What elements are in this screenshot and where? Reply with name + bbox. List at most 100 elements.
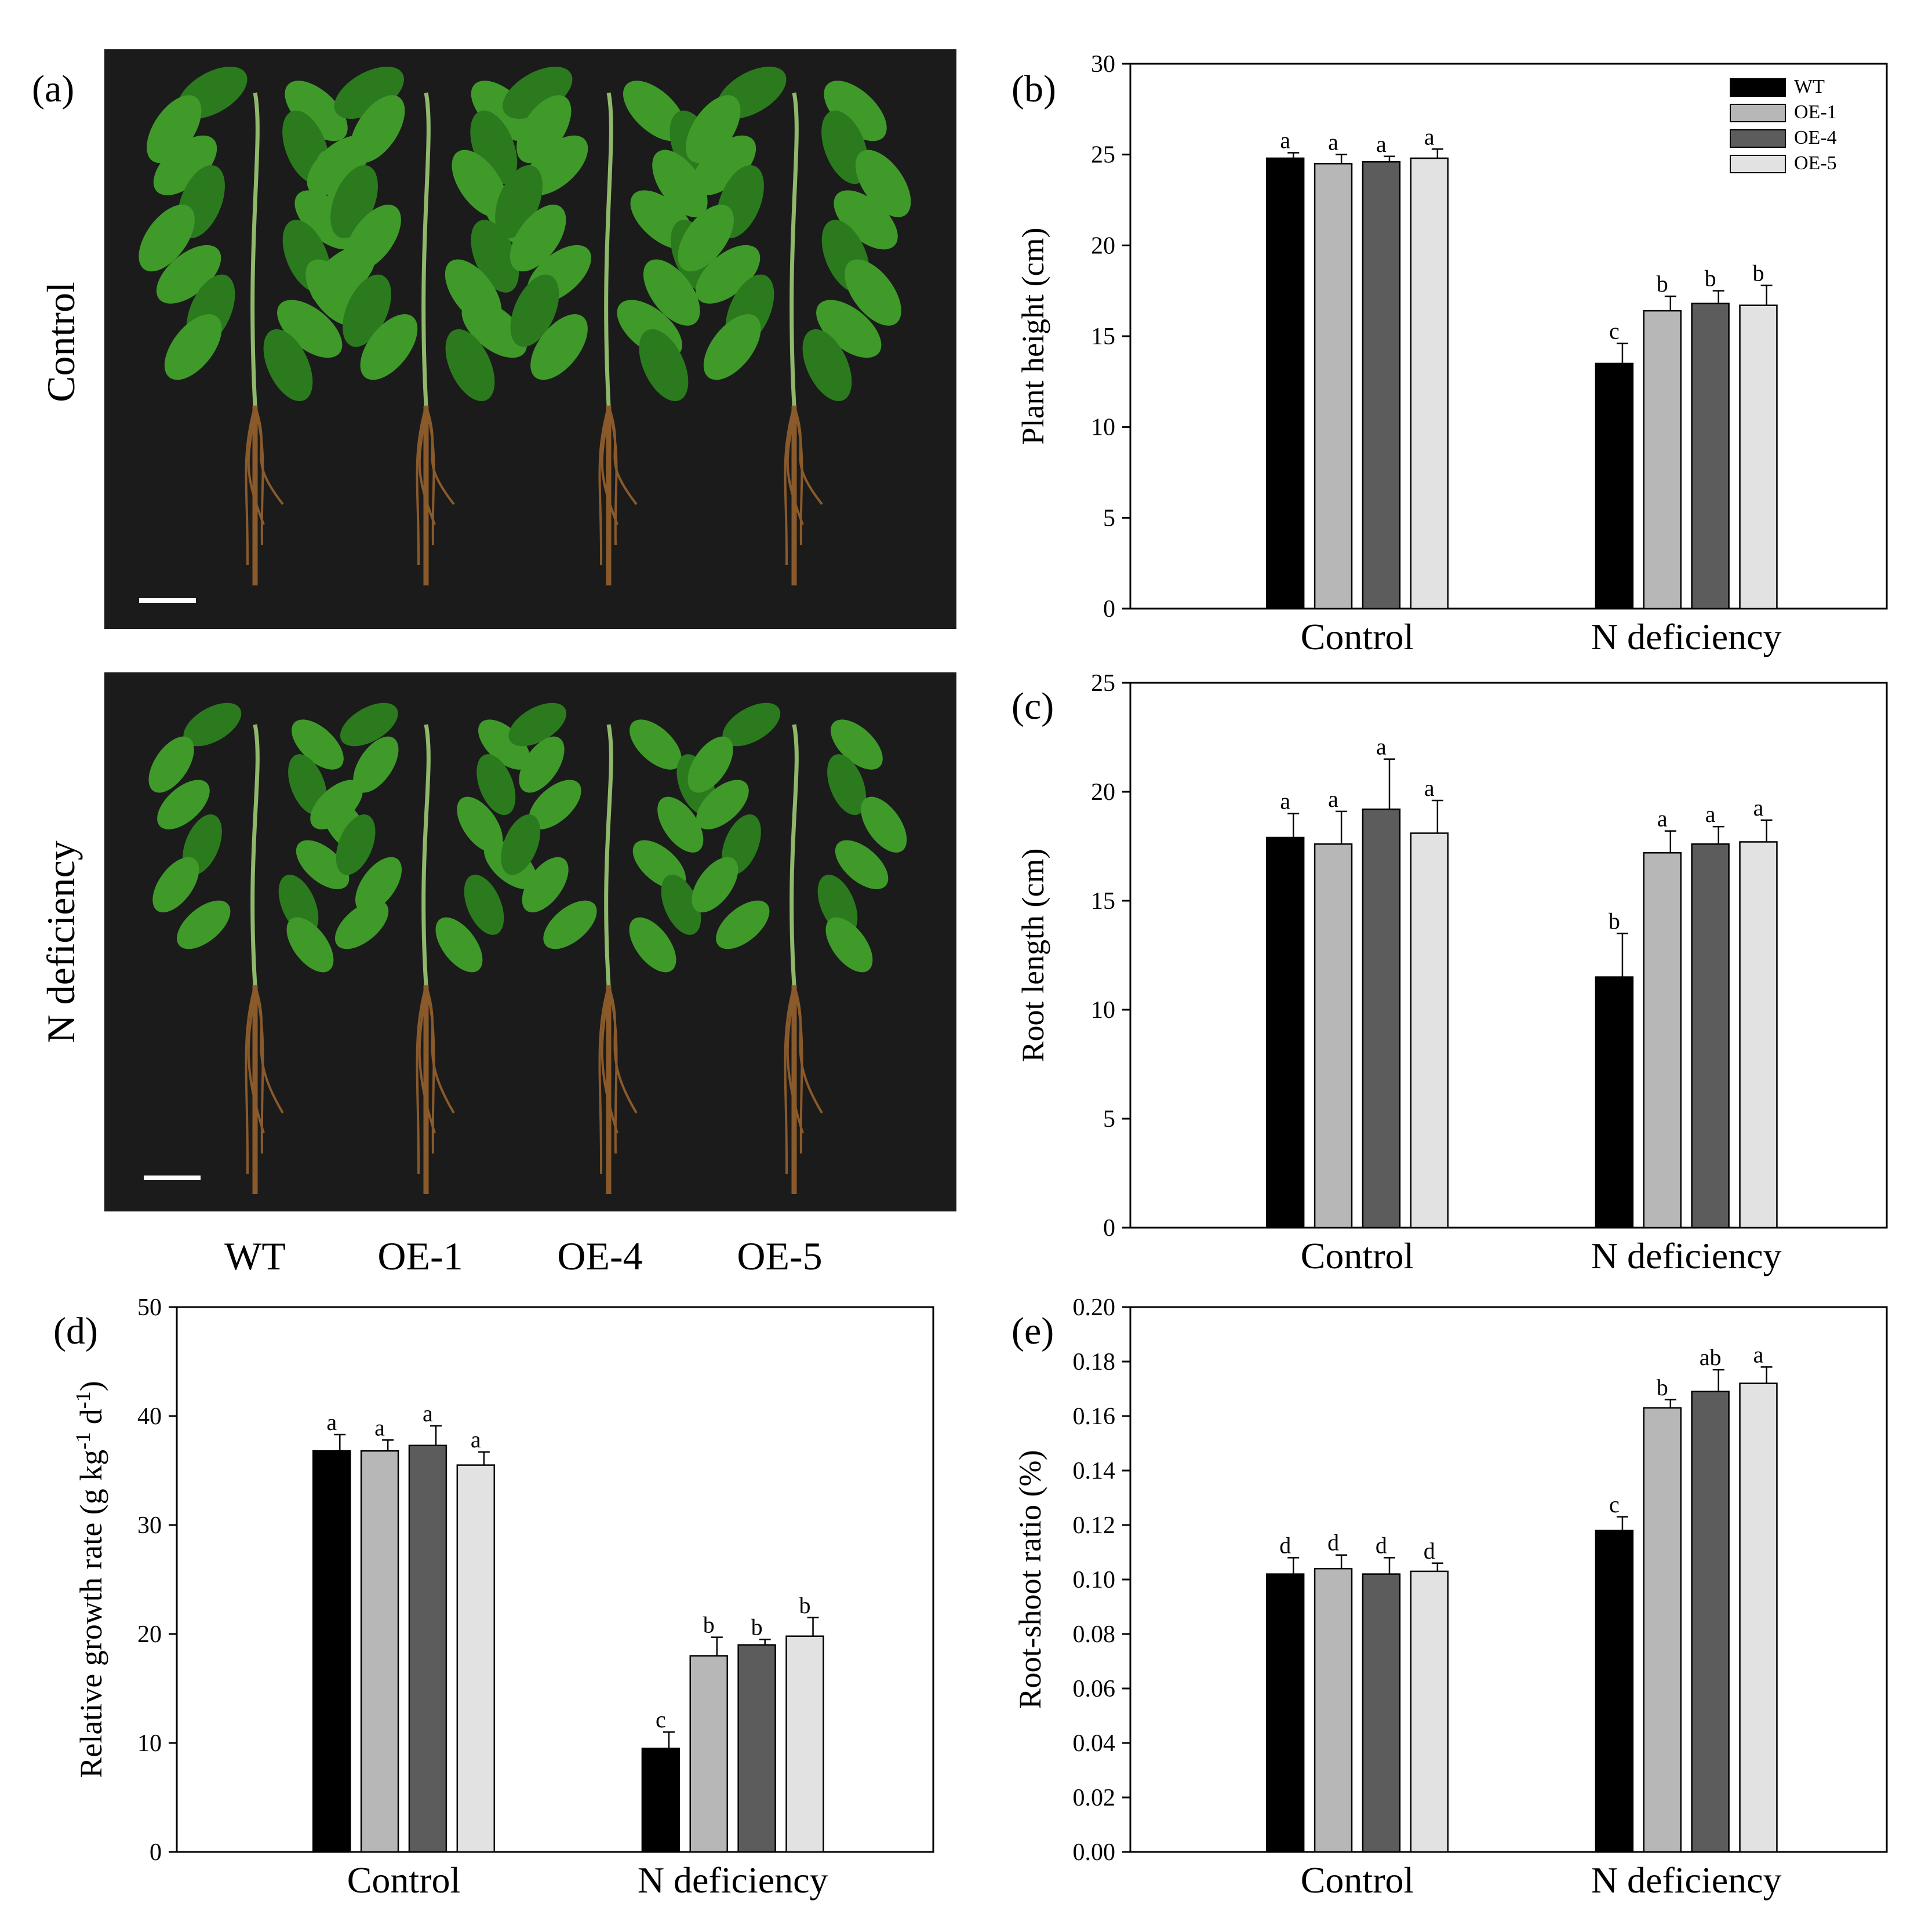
leaf [334,900,389,949]
genotype-label-wt: WT [224,1234,286,1278]
y-tick-label: 30 [1091,51,1115,78]
panel-label: (e) [1012,1310,1054,1352]
y-tick-label: 40 [137,1403,162,1430]
bar [1362,1573,1401,1853]
significance-letter: a [1424,775,1435,801]
root [601,405,618,525]
significance-letter: b [703,1612,715,1638]
row-label-control: Control [39,282,83,402]
root [247,985,265,1134]
panel-label: (d) [53,1310,98,1352]
leaf [471,81,534,141]
bar [1739,841,1778,1229]
significance-letter: d [1279,1532,1291,1558]
bar [1739,304,1778,610]
plant-illustration [687,703,907,1194]
leaf [817,874,858,935]
significance-letter: b [799,1592,810,1618]
legend-label: OE-4 [1794,127,1837,148]
bar [408,1444,447,1853]
bar [1362,808,1401,1229]
y-tick-label: 0.14 [1073,1458,1116,1484]
y-tick-label: 10 [137,1730,162,1757]
root [245,985,256,1174]
leaf [277,300,343,358]
significance-letter: a [1753,795,1764,821]
y-tick-label: 25 [1091,670,1115,697]
leaf [657,796,704,853]
panel-label: (b) [1012,68,1056,110]
leaf [687,736,733,793]
significance-letter: b [1609,908,1620,934]
leaf [445,329,495,402]
leaf [661,874,701,935]
bar [1643,852,1682,1229]
leaf [311,245,376,304]
leaf [461,300,527,358]
x-category-label: N deficiency [1591,1235,1782,1276]
root [418,405,436,525]
y-tick-label: 0.04 [1073,1730,1116,1757]
leaf [703,314,761,380]
row-label-n-deficiency: N deficiency [39,840,83,1043]
y-tick-label: 0.12 [1073,1512,1116,1539]
y-tick-label: 0.00 [1073,1839,1116,1866]
y-tick-label: 20 [137,1621,162,1648]
legend-swatch [1730,78,1786,97]
leaf [825,917,873,973]
plot-frame [1129,682,1888,1229]
bar [737,1644,776,1853]
leaf [824,81,887,141]
chart-root-length: (c) 0 5 10 15 20 25 Root length (cm) a a a a Control… [1012,670,1888,1276]
stem [789,92,799,406]
bar [1314,163,1353,610]
bar [1265,1573,1305,1853]
bar [1314,843,1353,1229]
bar [1691,843,1730,1229]
y-tick-label: 10 [1091,997,1115,1024]
leaf [153,135,217,195]
root [254,985,284,1114]
legend-swatch [1730,129,1786,148]
significance-letter: c [656,1706,666,1733]
plants [139,67,911,1194]
stem [789,724,799,986]
leaf [355,857,402,913]
leaf [464,874,504,935]
significance-letter: b [1657,271,1668,297]
leaf [692,135,756,195]
root [247,405,265,525]
leaf [288,754,328,816]
y-tick-label: 0 [1103,1215,1115,1242]
significance-letter: ab [1700,1344,1722,1370]
significance-letter: c [1609,1491,1620,1517]
leaf [630,719,682,770]
root [607,405,638,505]
bar [641,1748,681,1853]
bar [1595,362,1634,610]
leaf [530,314,588,380]
x-category-label: Control [1301,1235,1414,1276]
bar [1691,1391,1730,1853]
leaf [722,703,781,747]
leaf [834,190,898,250]
panel-label-a: (a) [32,68,74,110]
y-tick-label: 25 [1091,142,1115,169]
significance-letter: d [1424,1538,1435,1564]
root [245,405,256,566]
leaf [845,259,901,326]
leaf [510,274,559,347]
leaf [861,796,907,853]
y-tick-label: 5 [1103,1106,1115,1133]
root [786,405,804,525]
significance-letter: b [751,1614,763,1640]
legend-swatch [1730,104,1786,122]
bar [1362,161,1401,610]
root [598,405,610,566]
bar [1595,1530,1634,1853]
stem [604,92,613,406]
significance-letter: b [1752,260,1764,286]
leaf [435,917,483,973]
leaf [152,857,199,913]
significance-letter: a [1424,123,1435,150]
